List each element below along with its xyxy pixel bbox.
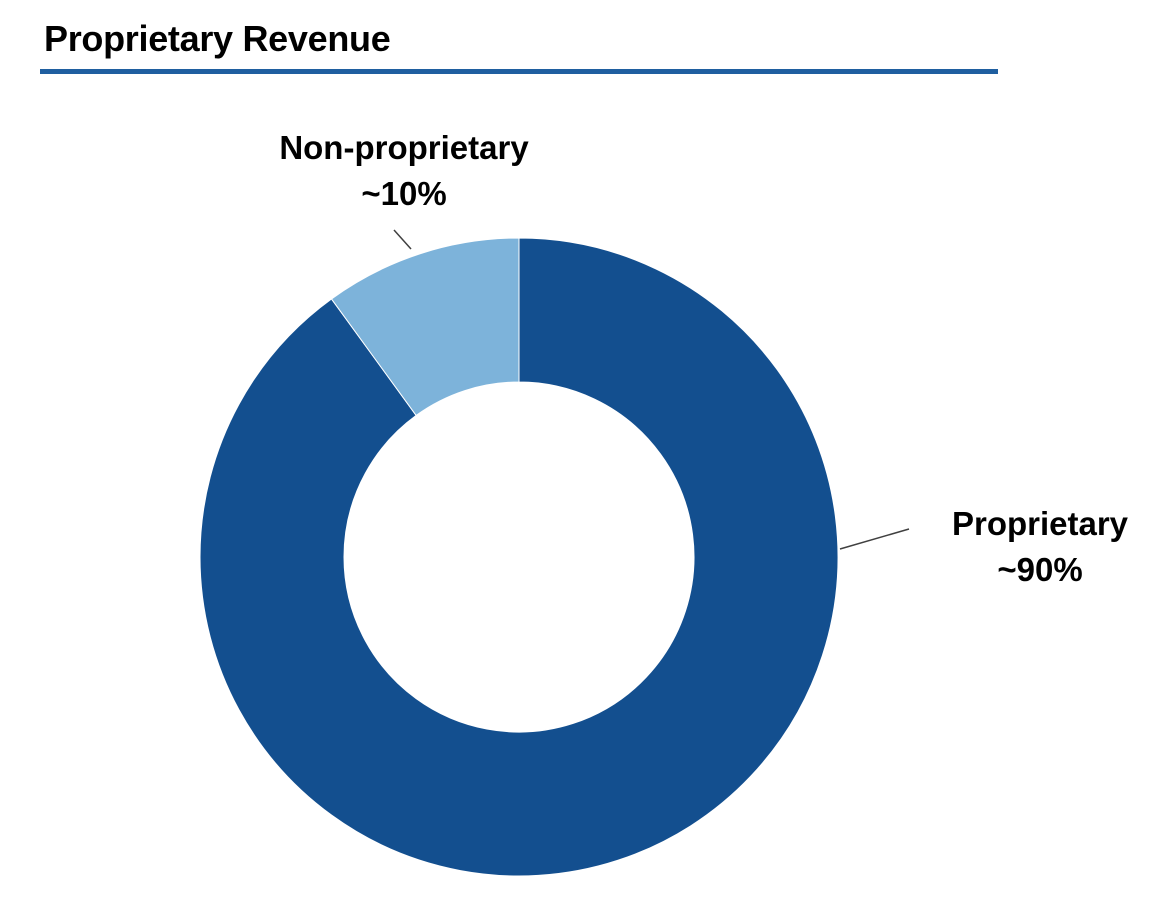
chart-title: Proprietary Revenue: [44, 18, 391, 59]
leader-line-proprietary: [839, 528, 910, 550]
slice-value-proprietary: ~90%: [997, 551, 1083, 588]
slice-name-proprietary: Proprietary: [951, 505, 1129, 542]
donut-slice-non-proprietary: [330, 237, 520, 417]
donut-slice-proprietary: [199, 237, 839, 877]
title-underline: [40, 69, 998, 74]
slice-name-non-proprietary: Non-proprietary: [279, 129, 529, 166]
leader-line-non-proprietary: [393, 229, 412, 250]
data-label-proprietary: Proprietary ~90%: [952, 501, 1128, 593]
slice-value-non-proprietary: ~10%: [361, 175, 447, 212]
data-label-non-proprietary: Non-proprietary ~10%: [279, 125, 528, 217]
